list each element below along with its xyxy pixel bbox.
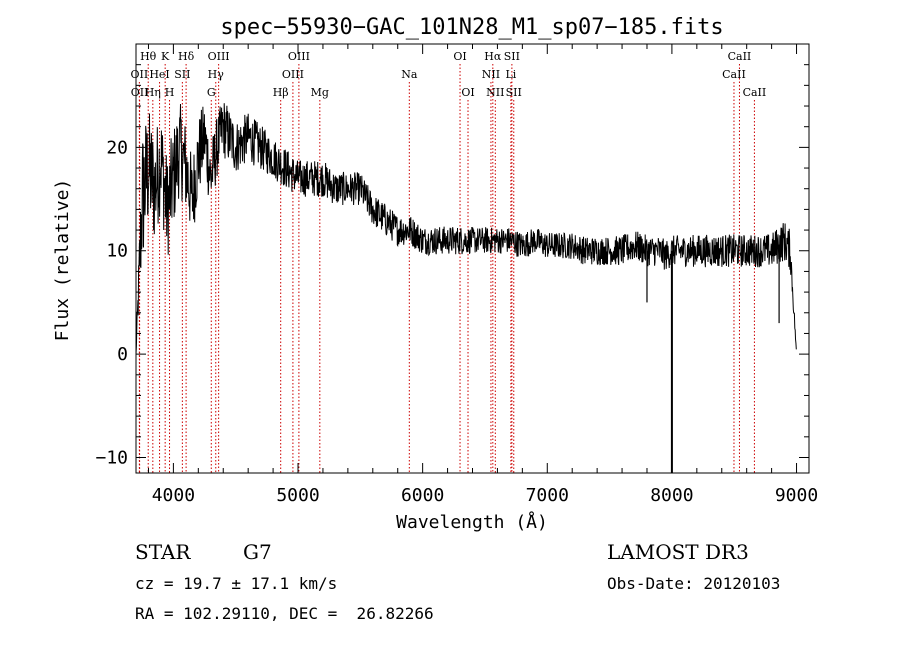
spectral-line-label: SII bbox=[504, 50, 520, 63]
x-tick-label: 4000 bbox=[152, 485, 195, 506]
spectral-line-label: OIII bbox=[288, 50, 310, 63]
spectral-line-label: Mg bbox=[311, 86, 329, 99]
chart-title: spec−55930−GAC_101N28_M1_sp07−185.fits bbox=[220, 15, 723, 40]
redshift-velocity: cz = 19.7 ± 17.1 km/s bbox=[135, 574, 338, 593]
y-tick-label: 0 bbox=[117, 344, 128, 365]
x-axis-label: Wavelength (Å) bbox=[396, 511, 548, 533]
spectral-line-label: NII bbox=[482, 68, 500, 81]
spectral-line-label: OIII bbox=[282, 68, 304, 81]
y-axis-ticks: −10 0 10 20 bbox=[95, 64, 809, 468]
x-tick-label: 5000 bbox=[276, 485, 319, 506]
spectral-line-label: Li bbox=[505, 68, 516, 81]
x-axis-ticks: 4000 5000 6000 7000 8000 9000 bbox=[147, 44, 818, 506]
spectral-line-label: Na bbox=[401, 68, 418, 81]
y-tick-label: −10 bbox=[95, 447, 128, 468]
spectral-line-label: SII bbox=[506, 86, 522, 99]
spectral-line-label: OII bbox=[131, 68, 149, 81]
y-tick-label: 10 bbox=[106, 241, 128, 262]
spectral-line-label: OIII bbox=[208, 50, 230, 63]
object-class: STAR bbox=[135, 540, 191, 564]
y-tick-label: 20 bbox=[106, 137, 128, 158]
object-subclass: G7 bbox=[243, 540, 272, 564]
spectral-line-label: CaII bbox=[743, 86, 767, 99]
spectral-line-label: HeI bbox=[149, 68, 169, 81]
spectral-line-label: OI bbox=[461, 86, 474, 99]
spectral-line-label: CaII bbox=[728, 50, 752, 63]
spectrum-features bbox=[646, 244, 780, 473]
spectral-line-label: CaII bbox=[722, 68, 746, 81]
spectral-line-label: Hβ bbox=[273, 86, 289, 99]
sky-coordinates: RA = 102.29110, DEC = 26.82266 bbox=[135, 604, 434, 623]
spectral-line-label: H bbox=[165, 86, 175, 99]
x-tick-label: 8000 bbox=[650, 485, 693, 506]
y-axis-label: Flux (relative) bbox=[52, 179, 73, 342]
observation-date: Obs-Date: 20120103 bbox=[607, 574, 781, 593]
spectral-line-label: Hα bbox=[484, 50, 502, 63]
x-tick-label: 6000 bbox=[401, 485, 444, 506]
spectral-line-label: NII bbox=[486, 86, 504, 99]
spectrum-line bbox=[135, 103, 797, 355]
spectral-line-label: OII bbox=[131, 86, 149, 99]
spectral-line-label: Hγ bbox=[208, 68, 225, 81]
spectral-line-label: Hη bbox=[145, 86, 161, 99]
x-tick-label: 9000 bbox=[775, 485, 818, 506]
spectral-line-label: SII bbox=[174, 68, 190, 81]
survey-name: LAMOST DR3 bbox=[607, 540, 749, 564]
spectral-line-label: Hδ bbox=[178, 50, 195, 63]
spectral-line-label: K bbox=[161, 50, 170, 63]
spectral-line-label: OI bbox=[453, 50, 466, 63]
spectral-line-label: Hθ bbox=[140, 50, 157, 63]
x-tick-label: 7000 bbox=[526, 485, 569, 506]
spectral-line-label: G bbox=[207, 86, 216, 99]
